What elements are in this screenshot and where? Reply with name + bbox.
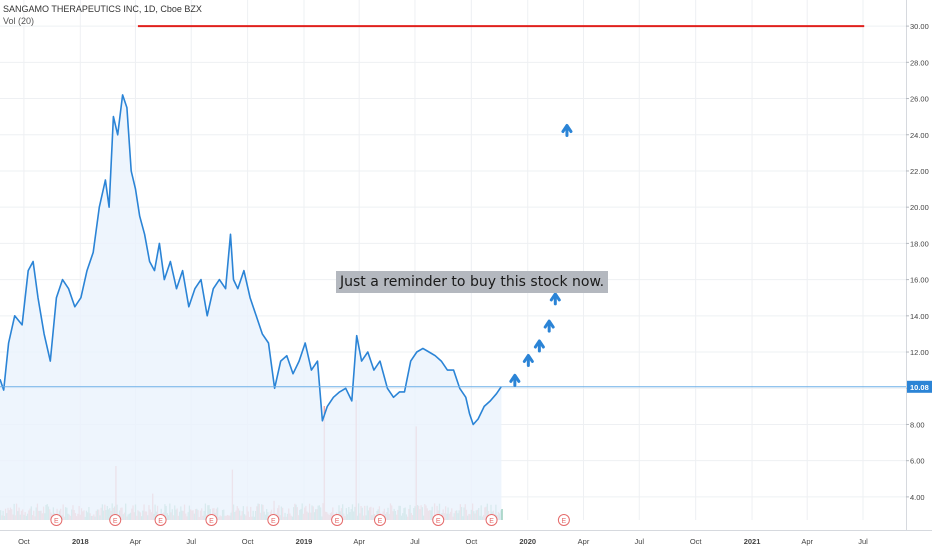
earnings-marker-label: E (113, 518, 118, 525)
current-price-label: 10.08 (910, 383, 929, 392)
time-axis-label: Oct (465, 537, 478, 546)
time-axis-label: 2019 (296, 537, 313, 546)
earnings-marker-label: E (54, 518, 59, 525)
time-axis-label: Oct (242, 537, 255, 546)
time-axis-label: Jul (410, 537, 420, 546)
price-axis-label: 22.00 (910, 167, 929, 176)
earnings-marker-label: E (489, 518, 494, 525)
earnings-marker-icon (109, 514, 122, 526)
earnings-marker-label: E (271, 518, 276, 525)
price-axis-label: 18.00 (910, 239, 929, 248)
time-axis-label: 2021 (744, 537, 761, 546)
volume-indicator-label[interactable]: Vol (20) (3, 16, 35, 26)
earnings-marker-icon (331, 514, 344, 526)
price-axis-label: 14.00 (910, 312, 929, 321)
earnings-marker-icon (557, 514, 570, 526)
time-axis-label: Jul (186, 537, 196, 546)
price-axis-label: 16.00 (910, 276, 929, 285)
earnings-marker-icon (374, 514, 387, 526)
earnings-marker-icon (205, 514, 218, 526)
current-price-badge (907, 380, 932, 393)
earnings-marker-icon (485, 514, 498, 526)
price-axis-label: 28.00 (910, 58, 929, 67)
price-axis-bg (906, 0, 932, 550)
price-axis-label: 12.00 (910, 348, 929, 357)
time-axis-bg (0, 530, 932, 550)
price-axis-label: 20.00 (910, 203, 929, 212)
price-line (0, 94, 503, 426)
symbol-title[interactable]: SANGAMO THERAPEUTICS INC, 1D, Cboe BZX (3, 4, 202, 14)
time-axis-label: Jul (634, 537, 644, 546)
price-axis-label: 6.00 (910, 457, 925, 466)
volume-bar (501, 508, 503, 520)
price-area-fill (0, 94, 502, 521)
time-axis-label: Apr (130, 537, 142, 546)
time-axis-label: Oct (690, 537, 703, 546)
time-axis-label: Apr (801, 537, 813, 546)
earnings-marker-icon (154, 514, 167, 526)
price-series (0, 94, 503, 521)
price-axis-label: 26.00 (910, 95, 929, 104)
time-axis-label: Oct (18, 537, 31, 546)
drawing-overlays (0, 25, 906, 388)
time-axis-label: 2020 (519, 537, 536, 546)
earnings-marker-icon (267, 514, 280, 526)
earnings-marker-icon (432, 514, 445, 526)
time-axis-label: Jul (858, 537, 868, 546)
chart-annotation[interactable]: Just a reminder to buy this stock now. (336, 271, 609, 293)
earnings-marker-icon (50, 514, 63, 526)
price-axis-label: 24.00 (910, 131, 929, 140)
earnings-marker-label: E (158, 518, 163, 525)
price-axis-label: 4.00 (910, 493, 925, 502)
earnings-marker-label: E (378, 518, 383, 525)
earnings-marker-label: E (436, 518, 441, 525)
time-axis-label: 2018 (72, 537, 89, 546)
earnings-marker-label: E (209, 518, 214, 525)
time-axis-label: Apr (353, 537, 365, 546)
price-axis-label: 30.00 (910, 22, 929, 31)
earnings-marker-label: E (335, 518, 340, 525)
time-axis-label: Apr (578, 537, 590, 546)
earnings-marker-label: E (562, 518, 567, 525)
price-axis-label: 8.00 (910, 420, 925, 429)
